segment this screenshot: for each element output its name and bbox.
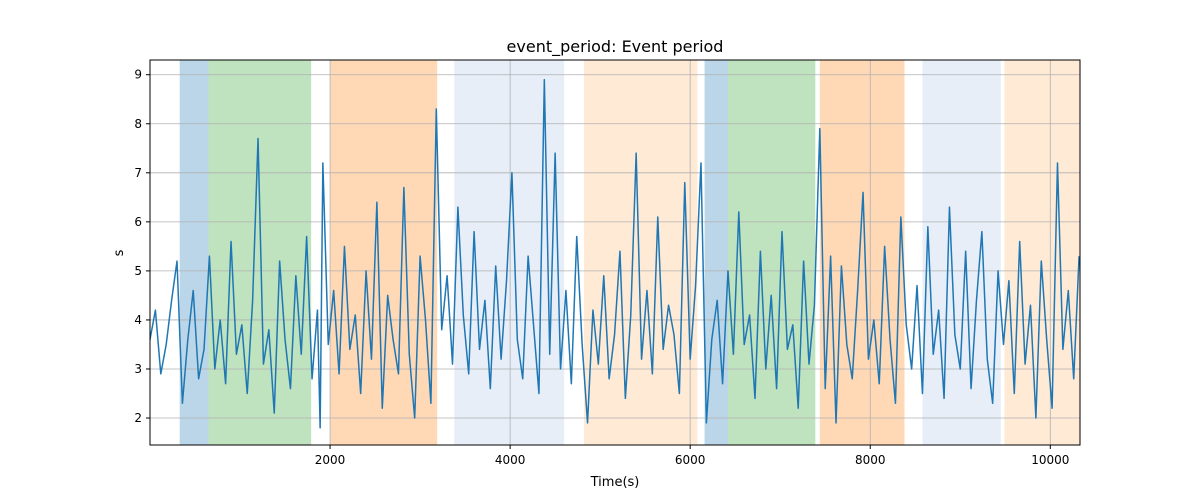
y-tick-label-6: 7 (134, 166, 142, 180)
x-tick-label-2: 4000 (495, 453, 526, 467)
highlight-region-10 (1004, 60, 1080, 445)
x-tick-label-4: 8000 (855, 453, 886, 467)
y-tick-label-2: 3 (134, 362, 142, 376)
highlight-region-8 (819, 60, 905, 445)
y-tick-label-7: 8 (134, 117, 142, 131)
highlight-region-9 (922, 60, 1001, 445)
series-line-1 (149, 78, 1080, 429)
y-axis-ticks: 2 3 4 5 6 7 8 9 (134, 68, 150, 425)
y-tick-label-1: 2 (134, 411, 142, 425)
x-tick-label-5: 10000 (1031, 453, 1069, 467)
chart-title: event_period: Event period (507, 37, 724, 57)
highlight-region-2 (208, 60, 312, 445)
highlight-region-5 (583, 60, 698, 445)
x-axis-label: Time(s) (590, 475, 640, 490)
y-tick-label-8: 9 (134, 68, 142, 82)
series-layer (149, 78, 1080, 429)
y-axis-label: s (112, 249, 127, 256)
y-tick-label-4: 5 (134, 264, 142, 278)
highlight-region-6 (704, 60, 728, 445)
y-tick-label-5: 6 (134, 215, 142, 229)
y-tick-label-3: 4 (134, 313, 142, 327)
x-tick-label-1: 2000 (315, 453, 346, 467)
plot-frame (149, 59, 1081, 446)
highlight-region-7 (727, 60, 816, 445)
x-tick-label-3: 6000 (675, 453, 706, 467)
x-axis-ticks: 2000 4000 6000 8000 10000 (315, 445, 1069, 467)
